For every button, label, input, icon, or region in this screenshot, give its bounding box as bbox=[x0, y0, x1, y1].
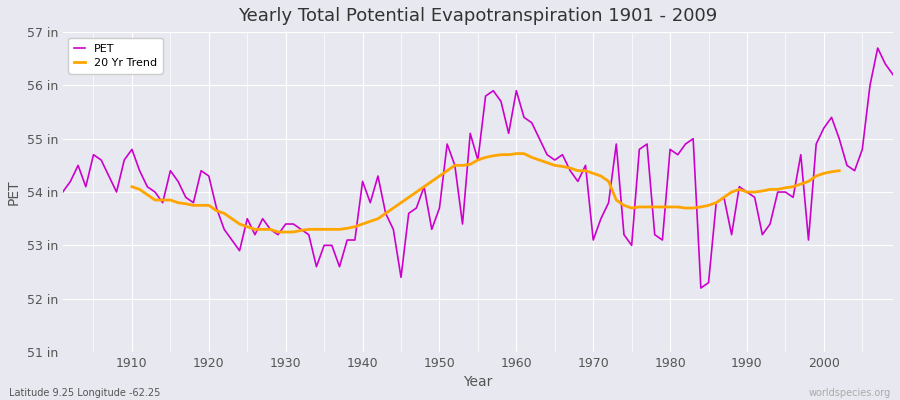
Line: 20 Yr Trend: 20 Yr Trend bbox=[132, 154, 839, 232]
20 Yr Trend bbox=[280, 230, 291, 234]
PET bbox=[288, 222, 299, 226]
PET bbox=[334, 264, 345, 269]
PET bbox=[503, 131, 514, 136]
20 Yr Trend bbox=[127, 184, 138, 189]
20 Yr Trend bbox=[219, 211, 230, 216]
PET bbox=[696, 286, 706, 290]
PET bbox=[887, 72, 898, 77]
Text: Latitude 9.25 Longitude -62.25: Latitude 9.25 Longitude -62.25 bbox=[9, 388, 160, 398]
X-axis label: Year: Year bbox=[464, 376, 492, 390]
20 Yr Trend bbox=[703, 203, 714, 208]
PET bbox=[119, 158, 130, 162]
PET bbox=[58, 190, 68, 194]
Y-axis label: PET: PET bbox=[7, 179, 21, 205]
20 Yr Trend bbox=[511, 151, 522, 156]
20 Yr Trend bbox=[833, 168, 844, 173]
PET bbox=[511, 88, 522, 93]
20 Yr Trend bbox=[488, 153, 499, 158]
Title: Yearly Total Potential Evapotranspiration 1901 - 2009: Yearly Total Potential Evapotranspiratio… bbox=[238, 7, 717, 25]
PET bbox=[872, 46, 883, 50]
Legend: PET, 20 Yr Trend: PET, 20 Yr Trend bbox=[68, 38, 163, 74]
PET bbox=[603, 200, 614, 205]
20 Yr Trend bbox=[634, 204, 644, 209]
20 Yr Trend bbox=[273, 230, 284, 234]
Line: PET: PET bbox=[63, 48, 893, 288]
Text: worldspecies.org: worldspecies.org bbox=[809, 388, 891, 398]
20 Yr Trend bbox=[242, 224, 253, 229]
